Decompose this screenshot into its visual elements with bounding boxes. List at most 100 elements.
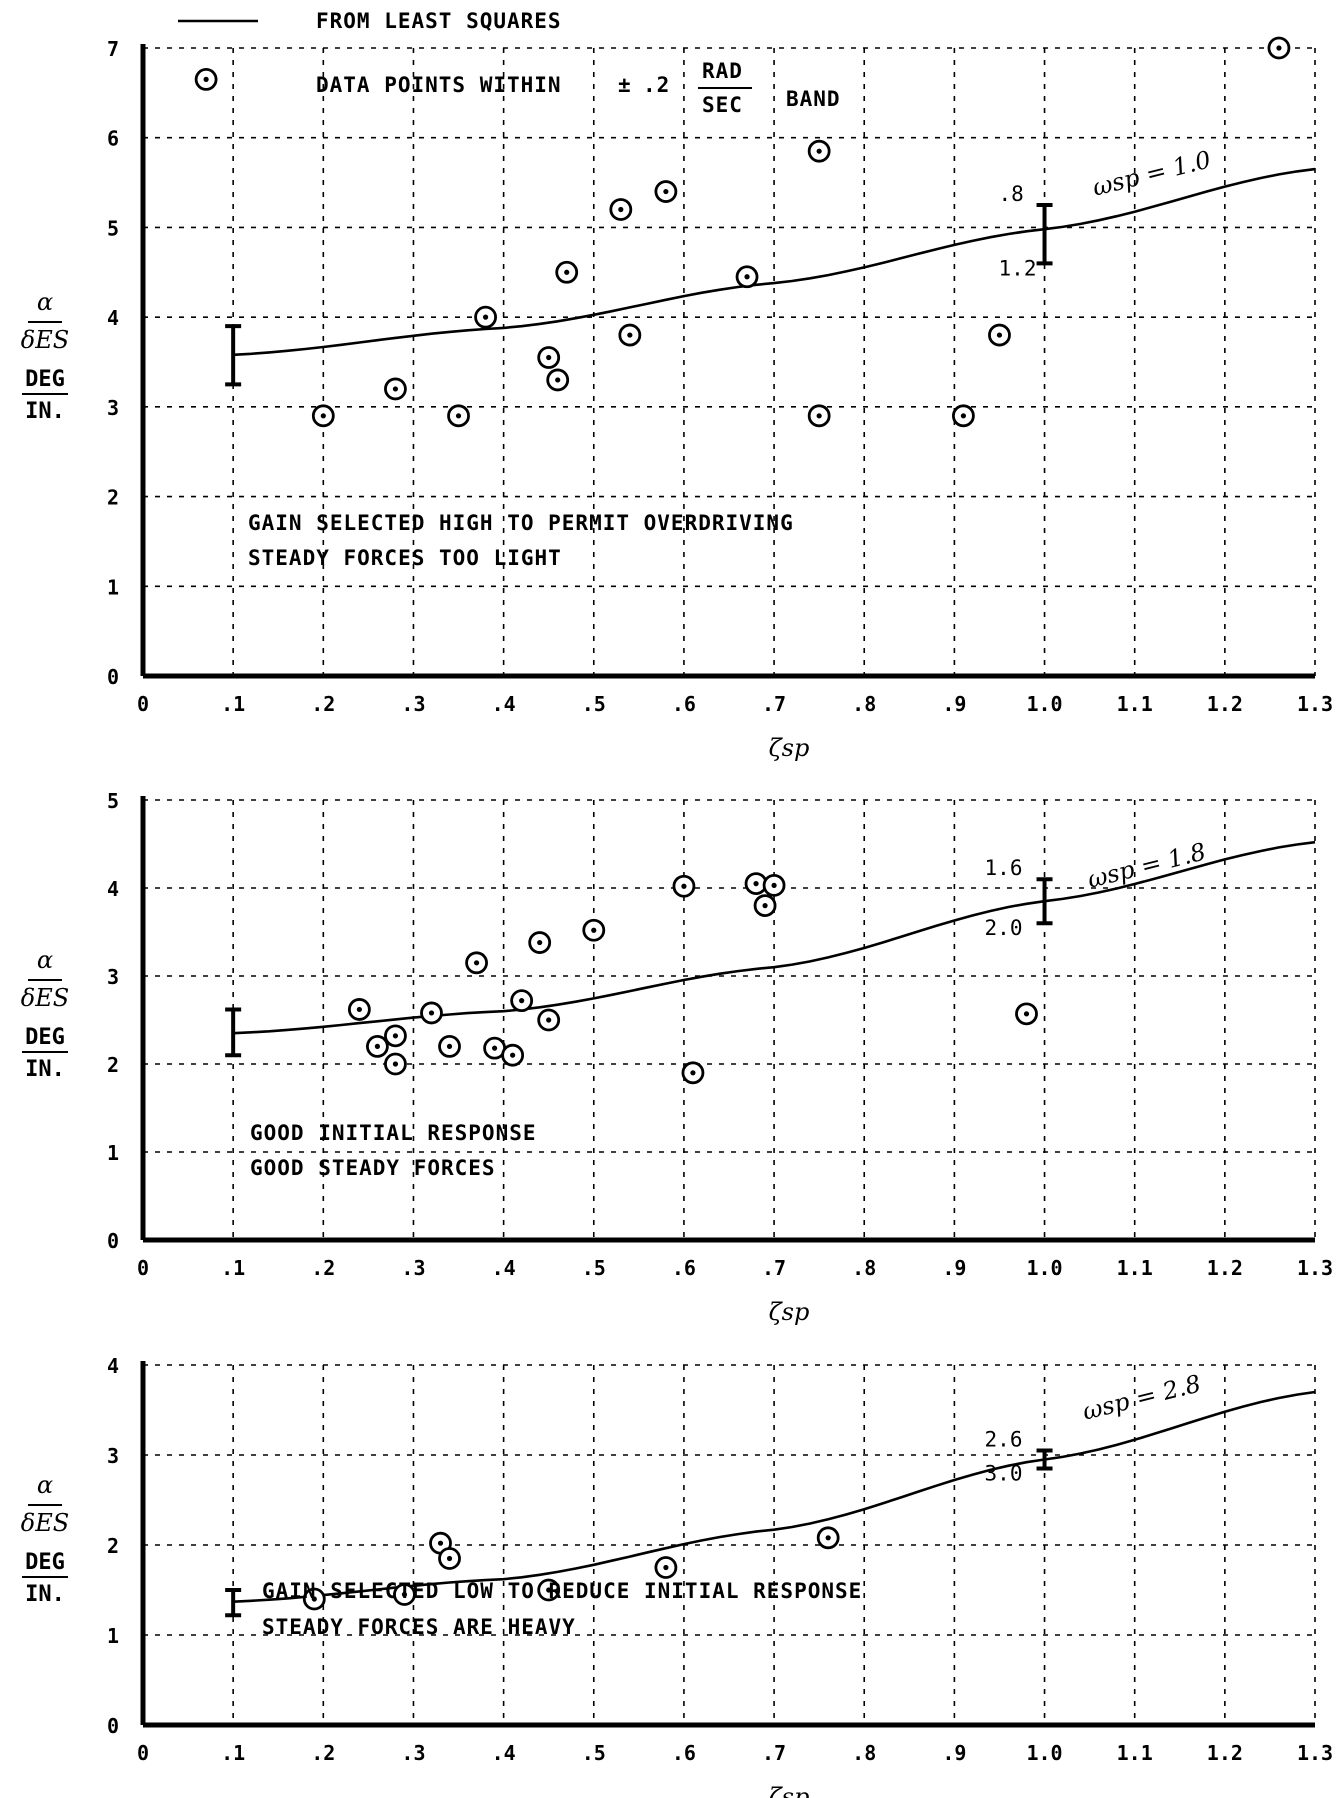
legend-line-label: FROM LEAST SQUARES xyxy=(316,9,562,33)
x-tick-label: .1 xyxy=(221,1256,245,1280)
y-tick-label: 5 xyxy=(107,789,119,813)
error-bar-label-top: .8 xyxy=(999,182,1024,206)
x-tick-label: .4 xyxy=(492,1256,516,1280)
x-tick-label: .7 xyxy=(762,1256,786,1280)
legend-band-prefix: DATA POINTS WITHIN xyxy=(316,73,562,97)
y-axis-label: α δES DEG IN. xyxy=(21,1471,69,1607)
curve-label: ωsp = 1.0 xyxy=(1090,145,1214,201)
y-tick-label: 3 xyxy=(107,396,119,420)
curve-label: ωsp = 1.8 xyxy=(1085,837,1209,893)
data-point-center xyxy=(744,274,750,280)
y-label-denominator: δES xyxy=(21,326,69,354)
data-point-center xyxy=(374,1043,380,1049)
x-tick-label: 0 xyxy=(137,1741,149,1765)
data-point-center xyxy=(753,881,759,887)
error-bar-label-top: 2.6 xyxy=(985,1428,1023,1452)
data-point-center xyxy=(960,413,967,419)
panel-note: GOOD INITIAL RESPONSE xyxy=(250,1121,537,1145)
x-tick-label: .2 xyxy=(311,1256,335,1280)
data-point-center xyxy=(555,377,561,383)
data-point-center xyxy=(996,332,1003,338)
x-tick-label: .6 xyxy=(672,692,696,716)
x-tick-label: .9 xyxy=(942,1256,966,1280)
data-point-center xyxy=(825,1535,831,1541)
error-bar-label-bottom: 3.0 xyxy=(985,1462,1023,1486)
data-point-center xyxy=(771,882,777,888)
x-tick-label: .5 xyxy=(582,692,606,716)
data-point-center xyxy=(455,413,462,419)
x-tick-label: .1 xyxy=(221,692,245,716)
data-point-center xyxy=(492,1045,498,1051)
panel-note: GAIN SELECTED LOW TO REDUCE INITIAL RESP… xyxy=(262,1579,862,1603)
data-point-center xyxy=(437,1540,444,1546)
x-tick-label: 1.2 xyxy=(1207,1741,1243,1765)
x-tick-label: 0 xyxy=(137,1256,149,1280)
data-point-center xyxy=(446,1043,453,1049)
chart-panel-bottom: 0 .1 .2 .3 .4 .5 .6 .7 .8 .9 1.0 1.1 1.2 1.3 0 1 2 3 4 ζsp α… xyxy=(21,1354,1333,1798)
x-tick-label: .3 xyxy=(401,692,425,716)
y-label-unit-denominator: IN. xyxy=(25,1582,65,1607)
y-tick-label: 3 xyxy=(107,1444,119,1468)
x-tick-label: .3 xyxy=(401,1741,425,1765)
x-tick-label: 1.3 xyxy=(1297,1256,1333,1280)
legend-band-suffix: BAND xyxy=(786,87,841,111)
y-tick-label: 0 xyxy=(107,665,119,689)
data-point-center xyxy=(816,413,822,419)
x-tick-label: 1.0 xyxy=(1026,1741,1062,1765)
x-tick-label: .8 xyxy=(852,692,876,716)
data-point-center xyxy=(1276,45,1282,51)
x-tick-label: 1.2 xyxy=(1207,1256,1243,1280)
x-tick-label: .4 xyxy=(492,692,516,716)
x-tick-label: .3 xyxy=(401,1256,425,1280)
x-tick-label: 1.3 xyxy=(1297,1741,1333,1765)
panel-note: GAIN SELECTED HIGH TO PERMIT OVERDRIVING xyxy=(248,511,794,535)
x-tick-label: .1 xyxy=(221,1741,245,1765)
y-tick-label: 6 xyxy=(107,127,119,151)
x-tick-label: .5 xyxy=(582,1741,606,1765)
data-point-center xyxy=(519,998,525,1004)
x-tick-label: 1.0 xyxy=(1026,692,1062,716)
x-axis-label: ζsp xyxy=(769,734,810,762)
x-tick-label: .8 xyxy=(852,1256,876,1280)
error-bar-label-bottom: 2.0 xyxy=(985,916,1023,940)
curve-label: ωsp = 2.8 xyxy=(1080,1369,1204,1425)
error-bar-label-top: 1.6 xyxy=(985,856,1023,880)
panel-note: GOOD STEADY FORCES xyxy=(250,1156,496,1180)
x-tick-label: 1.3 xyxy=(1297,692,1333,716)
x-tick-label: .2 xyxy=(311,1741,335,1765)
y-tick-label: 7 xyxy=(107,37,119,61)
data-point-center xyxy=(401,1591,408,1598)
y-label-unit-numerator: DEG xyxy=(25,367,65,392)
y-tick-label: 2 xyxy=(107,1534,119,1558)
data-point-center xyxy=(690,1070,696,1076)
y-label-unit-numerator: DEG xyxy=(25,1550,65,1575)
data-point-center xyxy=(762,903,768,909)
data-point-center xyxy=(356,1006,362,1013)
legend: FROM LEAST SQUARES DATA POINTS WITHIN ± … xyxy=(178,9,841,117)
data-point-center xyxy=(482,314,489,320)
y-tick-label: 5 xyxy=(107,216,119,240)
legend-band-unit-denominator: SEC xyxy=(702,93,743,117)
data-point-center xyxy=(546,354,552,361)
y-tick-label: 1 xyxy=(107,575,119,599)
least-squares-fit-line xyxy=(233,840,1316,1035)
data-point-center xyxy=(627,332,633,338)
legend-band-unit-numerator: RAD xyxy=(702,59,743,83)
y-label-denominator: δES xyxy=(21,984,69,1012)
y-axis-label: α δES DEG IN. xyxy=(21,946,69,1082)
x-tick-label: .7 xyxy=(762,692,786,716)
x-tick-label: 1.1 xyxy=(1117,692,1153,716)
data-point-center xyxy=(311,1596,317,1602)
data-point-center xyxy=(816,148,822,154)
y-label-unit-denominator: IN. xyxy=(25,1057,65,1082)
legend-band-pm: ± xyxy=(618,73,632,97)
x-tick-label: .5 xyxy=(582,1256,606,1280)
chart-panel-top: 0 .1 .2 .3 .4 .5 .6 .7 .8 .9 1.0 1.1 1.2 1.3 0 1 2 3 4 5 6 7 ζ… xyxy=(21,36,1333,762)
x-tick-label: 0 xyxy=(137,692,149,716)
data-point-center xyxy=(392,386,399,392)
x-tick-label: 1.1 xyxy=(1117,1256,1153,1280)
x-tick-label: 1.2 xyxy=(1207,692,1243,716)
x-axis-label: ζsp xyxy=(769,1298,810,1326)
x-tick-label: .6 xyxy=(672,1256,696,1280)
data-point-center xyxy=(392,1061,399,1067)
